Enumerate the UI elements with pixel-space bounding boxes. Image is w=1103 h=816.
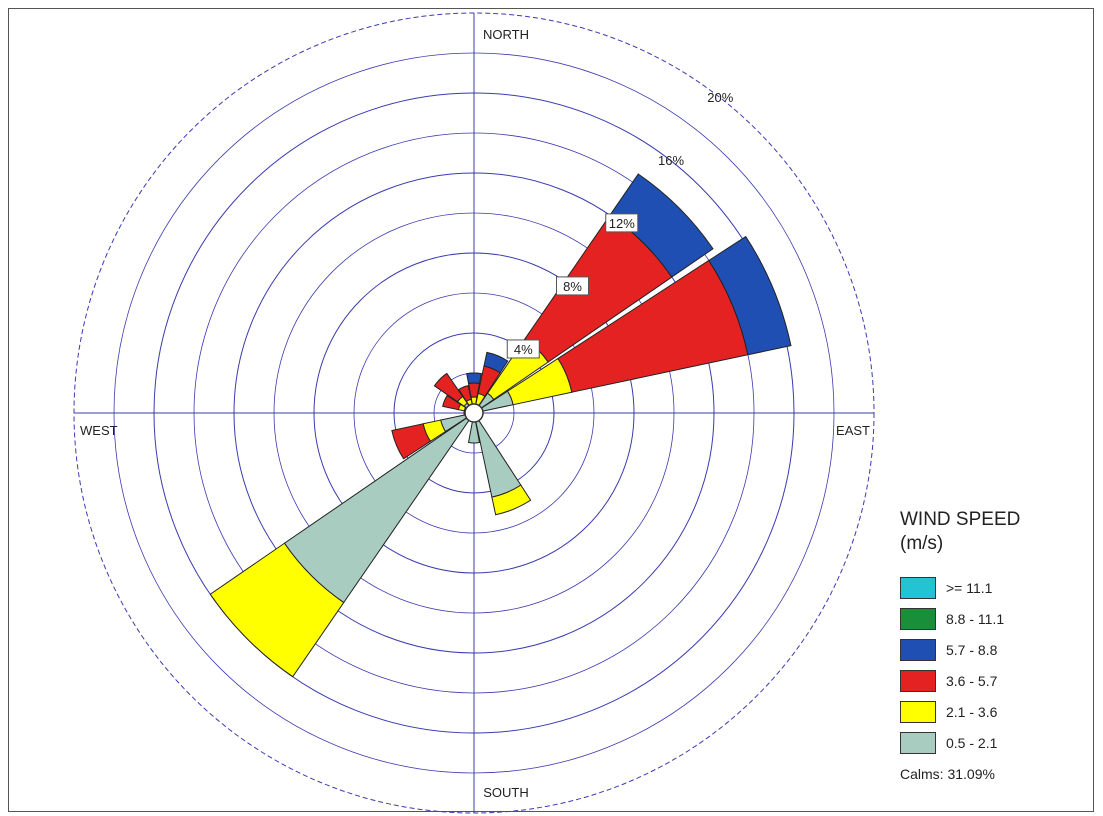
calms-label: Calms: 31.09% bbox=[900, 766, 995, 782]
legend-label: 0.5 - 2.1 bbox=[946, 734, 998, 751]
legend-unit: (m/s) bbox=[900, 533, 944, 554]
legend-item: 2.1 - 3.6 bbox=[900, 696, 1090, 727]
legend-label: 8.8 - 11.1 bbox=[946, 610, 1005, 627]
legend-label: 5.7 - 8.8 bbox=[946, 641, 998, 658]
legend-item: 3.6 - 5.7 bbox=[900, 665, 1090, 696]
ring-label-20: 20% bbox=[707, 90, 733, 105]
ring-label-box-4 bbox=[506, 339, 540, 359]
direction-label-south: SOUTH bbox=[483, 785, 529, 800]
petal-67.5-bin-3 bbox=[708, 235, 792, 356]
ring-label-text-8: 8% bbox=[563, 279, 582, 294]
legend-item: >= 11.1 bbox=[900, 572, 1090, 603]
ring-label-box-12 bbox=[605, 213, 639, 233]
legend: WIND SPEED (m/s) >= 11.1 8.8 - 11.1 5.7 - … bbox=[900, 508, 1090, 782]
petal-45-bin-3 bbox=[609, 173, 714, 278]
direction-label-east: EAST bbox=[836, 423, 870, 438]
petal-337.5-bin-2 bbox=[458, 385, 472, 402]
legend-item: 8.8 - 11.1 bbox=[900, 603, 1090, 634]
legend-title: WIND SPEED bbox=[900, 509, 1021, 530]
petal-315-bin-2 bbox=[433, 372, 464, 403]
ring-label-12: 12% bbox=[605, 213, 639, 233]
legend-swatch bbox=[900, 700, 936, 723]
ring-label-16: 16% bbox=[658, 153, 684, 168]
petal-292.5-bin-2 bbox=[442, 394, 462, 411]
legend-label: 3.6 - 5.7 bbox=[946, 672, 998, 689]
ring-label-box-8 bbox=[556, 276, 590, 296]
direction-label-north: NORTH bbox=[483, 27, 529, 42]
legend-label: 2.1 - 3.6 bbox=[946, 703, 998, 720]
petal-157.5-bin-0 bbox=[475, 419, 522, 498]
ring-label-text-16: 16% bbox=[658, 153, 684, 168]
ring-label-text-20: 20% bbox=[707, 90, 733, 105]
ring-label-text-4: 4% bbox=[514, 342, 533, 357]
legend-item: 0.5 - 2.1 bbox=[900, 727, 1090, 758]
legend-swatch bbox=[900, 731, 936, 754]
center-calm-circle bbox=[464, 403, 484, 423]
legend-item: 5.7 - 8.8 bbox=[900, 634, 1090, 665]
ring-label-8: 8% bbox=[556, 276, 590, 296]
petal-225-bin-0 bbox=[283, 417, 470, 604]
legend-swatch bbox=[900, 607, 936, 630]
ring-label-text-12: 12% bbox=[609, 216, 635, 231]
legend-items: >= 11.1 8.8 - 11.1 5.7 - 8.8 3.6 - 5.7 2.1 -… bbox=[900, 572, 1090, 758]
legend-label: >= 11.1 bbox=[946, 579, 993, 596]
petal-0-bin-3 bbox=[466, 372, 482, 385]
petal-157.5-bin-1 bbox=[491, 484, 532, 516]
legend-swatch bbox=[900, 576, 936, 599]
ring-label-4: 4% bbox=[506, 339, 540, 359]
petal-247.5-bin-2 bbox=[391, 423, 432, 460]
petal-225-bin-1 bbox=[209, 542, 345, 678]
petal-22.5-bin-3 bbox=[483, 351, 509, 374]
legend-swatch bbox=[900, 638, 936, 661]
legend-swatch bbox=[900, 669, 936, 692]
direction-label-west: WEST bbox=[80, 423, 118, 438]
